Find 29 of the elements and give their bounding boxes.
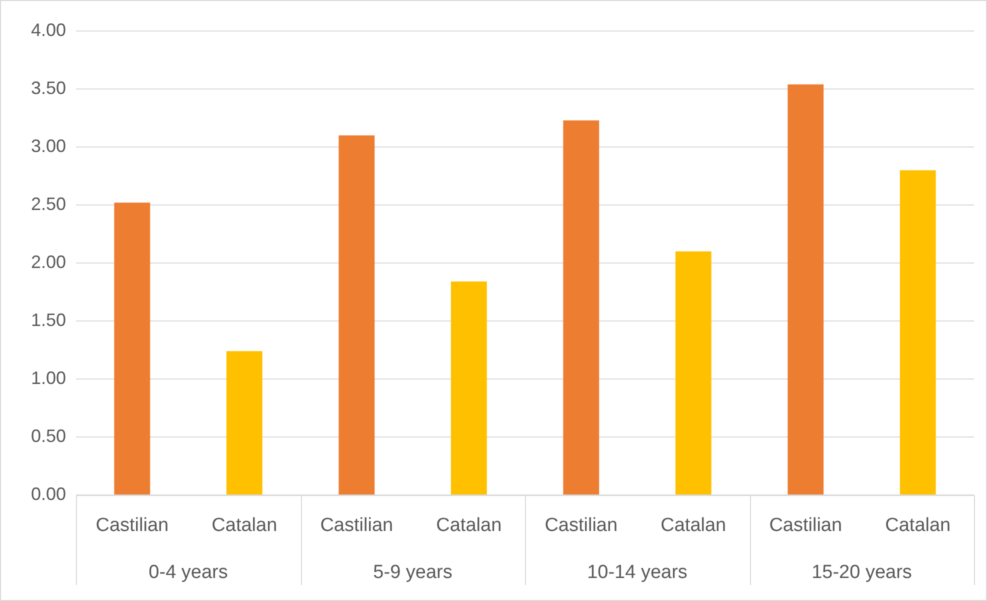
bar [900,170,936,494]
bar [675,251,712,494]
x-tick-label: 15-20 years [812,562,912,584]
x-tick-label: 0-4 years [148,562,228,584]
text: Catalan [885,515,951,536]
y-tick-label: 1.00 [30,368,66,388]
x-tick-label: 10-14 years [587,562,688,584]
y-tick-label: 4.00 [30,20,66,40]
y-tick-label: 2.00 [30,252,66,272]
series-label: Catalan [212,515,278,536]
x-tick-label: 5-9 years [373,562,452,584]
text: Castilian [544,515,618,536]
bar [563,120,600,494]
y-tick-label: 2.50 [30,194,66,214]
text: Catalan [436,515,502,536]
series-label: Castilian [769,515,842,536]
y-tick-label: 1.50 [30,310,66,330]
bar [114,202,150,494]
y-tick-label: 3.50 [30,78,66,98]
y-tick-label: 3.00 [30,136,66,156]
text: Castilian [320,515,394,536]
y-tick-label: 0.50 [30,426,66,446]
text: Catalan [660,515,726,536]
bar [226,351,262,494]
text: Castilian [96,515,169,536]
bar [788,84,824,494]
bar [338,135,375,494]
bar [450,282,487,494]
y-tick-label: 0.00 [30,484,66,504]
